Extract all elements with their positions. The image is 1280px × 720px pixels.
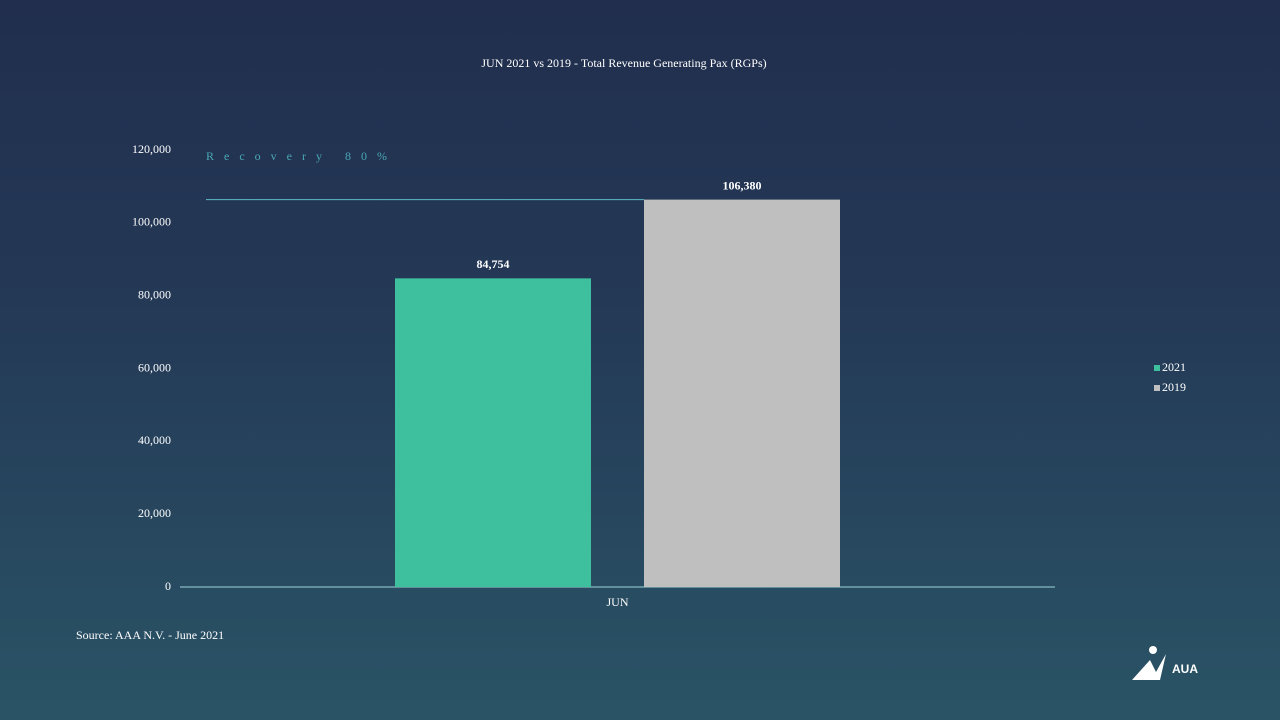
bar bbox=[395, 278, 591, 587]
x-tick-label: JUN bbox=[606, 595, 628, 609]
y-tick-label: 100,000 bbox=[132, 215, 171, 229]
legend-label: 2021 bbox=[1162, 360, 1186, 374]
y-tick-label: 0 bbox=[165, 579, 171, 593]
y-tick-label: 80,000 bbox=[138, 287, 171, 301]
legend-swatch bbox=[1154, 385, 1160, 391]
legend-swatch bbox=[1154, 365, 1160, 371]
y-tick-label: 120,000 bbox=[132, 142, 171, 156]
legend-label: 2019 bbox=[1162, 380, 1186, 394]
bar bbox=[644, 199, 840, 588]
logo-icon bbox=[1149, 646, 1157, 654]
y-tick-label: 40,000 bbox=[138, 433, 171, 447]
source-note: Source: AAA N.V. - June 2021 bbox=[76, 628, 224, 642]
data-label: 106,380 bbox=[723, 178, 762, 192]
y-tick-label: 60,000 bbox=[138, 360, 171, 374]
data-label: 84,754 bbox=[477, 257, 510, 271]
y-tick-label: 20,000 bbox=[138, 506, 171, 520]
annotation: Recovery 80% bbox=[206, 149, 397, 163]
logo: AUA bbox=[1132, 646, 1198, 680]
logo-text: AUA bbox=[1172, 662, 1198, 676]
logo-icon bbox=[1132, 654, 1166, 680]
chart-title: JUN 2021 vs 2019 - Total Revenue Generat… bbox=[481, 56, 766, 70]
